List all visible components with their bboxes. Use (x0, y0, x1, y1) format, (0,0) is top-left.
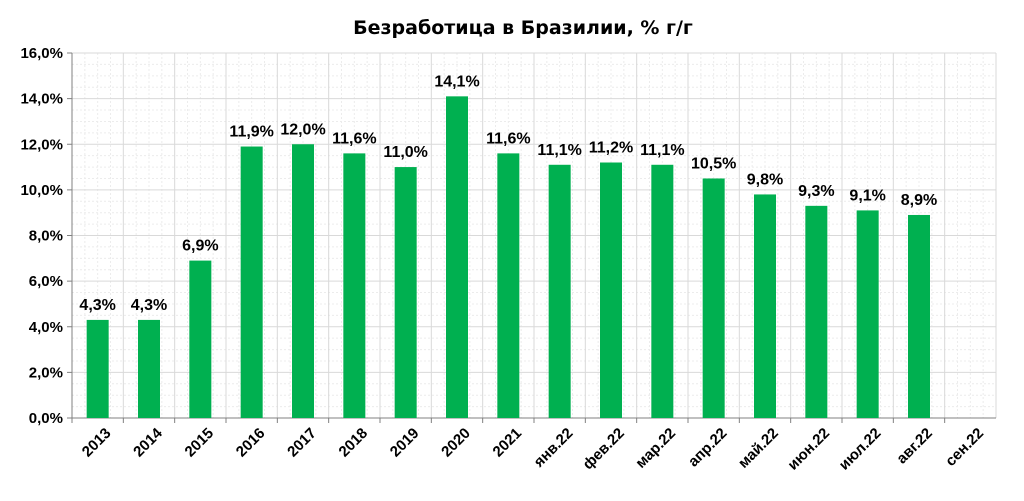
axes (67, 52, 996, 423)
x-tick-label: 2017 (284, 425, 320, 461)
data-label: 4,3% (79, 297, 115, 314)
data-label: 9,8% (747, 171, 783, 188)
x-tick-label: 2021 (490, 425, 526, 461)
bar (754, 194, 776, 418)
data-label: 10,5% (691, 155, 736, 172)
data-label: 4,3% (131, 297, 167, 314)
bar (240, 146, 263, 418)
data-labels: 4,3% 4,3% 6,9% 11,9% 12,0% 11,6% 11,0% 14,1% 11,… (79, 73, 937, 314)
x-tick-label: 2014 (130, 424, 166, 460)
bar (548, 164, 571, 418)
x-tick-label: июн.22 (784, 425, 833, 474)
bar (446, 96, 468, 418)
data-label: 9,1% (849, 187, 885, 204)
y-tick-label: 4,0% (29, 319, 63, 336)
y-tick-label: 6,0% (29, 273, 63, 290)
chart-title: Безработица в Бразилии, % г/г (353, 17, 693, 39)
bar (343, 153, 366, 418)
bar (394, 167, 417, 418)
x-tick-label: 2018 (336, 425, 372, 461)
data-label: 11,1% (537, 142, 581, 159)
bar (86, 319, 109, 418)
y-tick-label: 10,0% (20, 182, 63, 199)
bar (856, 210, 879, 418)
x-tick-label: фев.22 (580, 425, 628, 473)
y-tick-label: 2,0% (29, 364, 63, 381)
x-tick-label: янв.22 (531, 425, 577, 471)
y-tick-labels: 0,0% 2,0% 4,0% 6,0% 8,0% 10,0% 12,0% 14,0% 16,0% (20, 45, 63, 427)
x-tick-labels: 2013 2014 2015 2016 2017 2018 2019 2020 2021 янв.… (79, 424, 987, 473)
x-tick-label: сен.22 (942, 425, 987, 470)
data-label: 12,0% (280, 121, 325, 138)
bar (702, 178, 725, 418)
y-tick-label: 14,0% (20, 91, 63, 108)
y-tick-label: 8,0% (29, 228, 63, 245)
bar (189, 260, 212, 418)
data-label: 11,6% (332, 130, 376, 147)
x-tick-label: авг.22 (893, 425, 936, 468)
bar (600, 162, 622, 418)
data-label: 6,9% (182, 238, 218, 255)
y-tick-label: 16,0% (20, 45, 63, 62)
x-tick-label: июл.22 (836, 425, 885, 474)
data-label: 8,9% (901, 192, 937, 209)
data-label: 11,9% (229, 124, 273, 141)
y-tick-label: 12,0% (20, 136, 63, 153)
bar (651, 164, 674, 418)
major-gridlines (72, 52, 997, 418)
y-tick-label: 0,0% (29, 410, 63, 427)
bars (86, 96, 930, 418)
x-tick-label: май.22 (735, 425, 782, 472)
data-label: 11,0% (383, 144, 427, 161)
data-label: 9,3% (798, 183, 834, 200)
x-tick-label: 2016 (233, 425, 269, 461)
x-tick-label: 2015 (182, 425, 218, 461)
bar (497, 153, 520, 418)
bar (292, 144, 314, 418)
x-tick-label: 2013 (79, 425, 115, 461)
bar (138, 319, 160, 418)
data-label: 11,2% (589, 140, 633, 157)
x-tick-label: апр.22 (685, 425, 731, 471)
x-tick-label: 2019 (387, 425, 423, 461)
bar (908, 214, 930, 418)
x-tick-label: мар.22 (632, 425, 679, 472)
data-label: 11,6% (486, 130, 530, 147)
data-label: 14,1% (434, 73, 479, 90)
x-tick-label: 2020 (438, 425, 474, 461)
data-label: 11,1% (640, 142, 684, 159)
bar (805, 205, 828, 418)
